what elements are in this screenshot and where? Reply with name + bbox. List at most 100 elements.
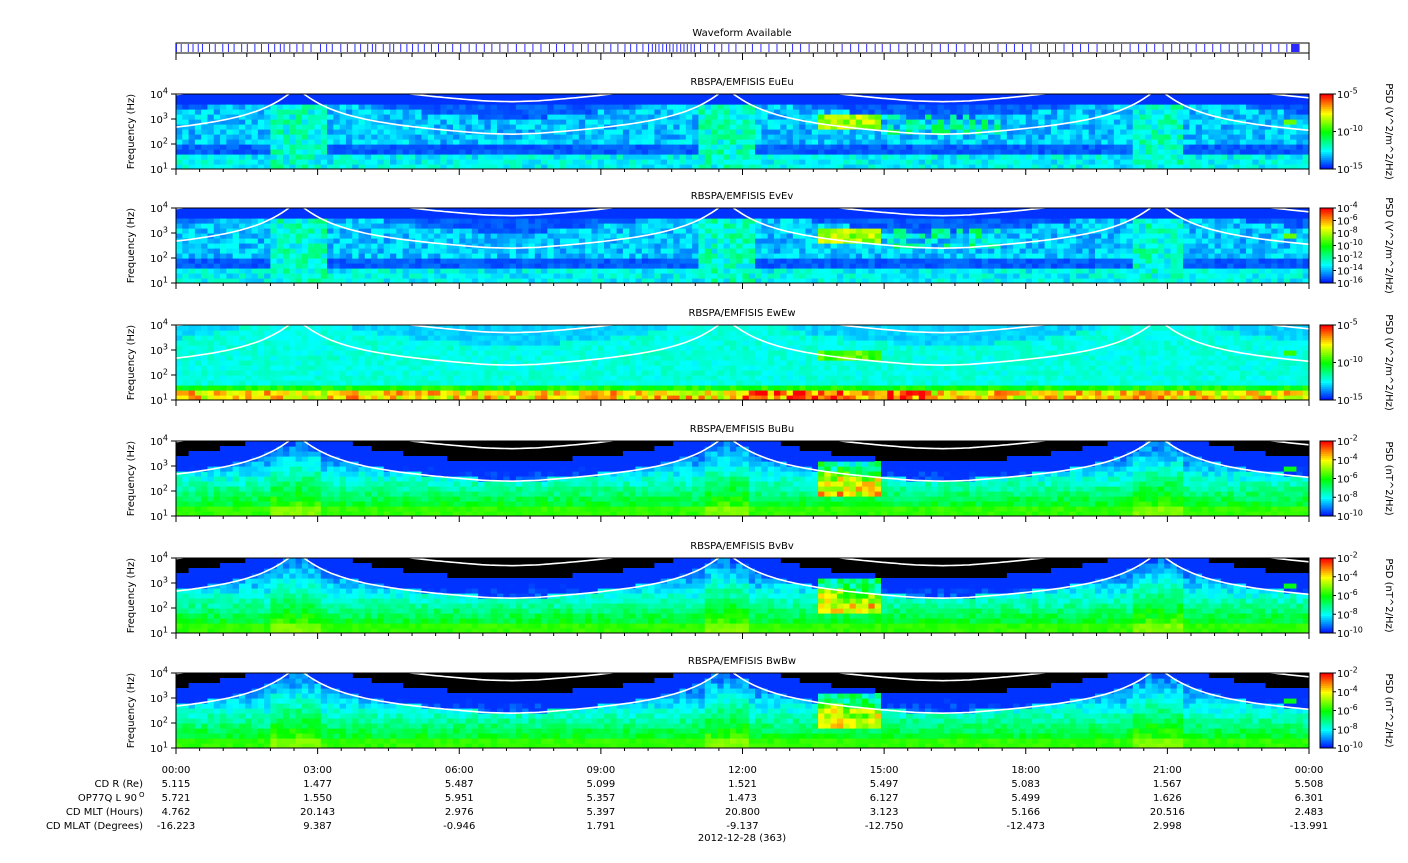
spectrogram-cell [566, 149, 573, 155]
spectrogram-cell [667, 144, 674, 150]
spectrogram-cell [1171, 109, 1178, 115]
spectrogram-cell [761, 154, 768, 160]
spectrogram-cell [245, 144, 252, 150]
spectrogram-cell [321, 243, 328, 249]
spectrogram-cell [340, 238, 347, 244]
spectrogram-cell [384, 139, 391, 145]
spectrogram-cell [573, 263, 580, 269]
spectrogram-cell [868, 218, 875, 224]
spectrogram-cell [333, 99, 340, 105]
spectrogram-cell [1215, 104, 1222, 110]
spectrogram-cell [931, 238, 938, 244]
colorbar-tick-label: 10-10 [1337, 124, 1363, 139]
spectrogram-cell [950, 109, 957, 115]
spectrogram-cell [944, 233, 951, 239]
spectrogram-cell [591, 149, 598, 155]
waveform-segment [326, 44, 327, 52]
spectrogram-cell [881, 273, 888, 279]
spectrogram-cell [371, 258, 378, 264]
spectrogram-cell [472, 253, 479, 259]
waveform-segment [393, 44, 394, 52]
spectrogram-cell [887, 114, 894, 120]
spectrogram-cell [919, 109, 926, 115]
spectrogram-cell [1126, 134, 1133, 140]
spectrogram-cell [478, 139, 485, 145]
spectrogram-cell [963, 114, 970, 120]
spectrogram-cell [591, 144, 598, 150]
spectrogram-cell [975, 248, 982, 254]
spectrogram-cell [749, 114, 756, 120]
spectrogram-cell [1038, 149, 1045, 155]
spectrogram-cell [736, 243, 743, 249]
spectrogram-cell [1070, 129, 1077, 135]
spectrogram-cell [302, 109, 309, 115]
spectrogram-panel: RBSPA/EMFISIS EuEu101102103104Frequency … [126, 57, 1394, 180]
spectrogram-cell [1013, 99, 1020, 105]
spectrogram-cell [730, 119, 737, 125]
spectrogram-cell [617, 273, 624, 279]
spectrogram-cell [963, 233, 970, 239]
spectrogram-cell [610, 129, 617, 135]
spectrogram-cell [327, 228, 334, 234]
spectrogram-cell [1233, 139, 1240, 145]
spectrogram-cell [1101, 149, 1108, 155]
spectrogram-cell [1051, 129, 1058, 135]
spectrogram-cell [585, 213, 592, 219]
spectrogram-cell [314, 124, 321, 130]
spectrogram-cell [755, 243, 762, 249]
spectrogram-cell [434, 268, 441, 274]
spectrogram-cell [1196, 134, 1203, 140]
spectrogram-cell [1189, 159, 1196, 165]
spectrogram-cell [239, 208, 246, 214]
spectrogram-cell [327, 263, 334, 269]
spectrogram-cell [736, 139, 743, 145]
spectrogram-cell [484, 94, 491, 100]
spectrogram-cell [805, 109, 812, 115]
spectrogram-cell [233, 243, 240, 249]
spectrogram-cell [591, 139, 598, 145]
spectrogram-cell [1013, 139, 1020, 145]
spectrogram-cell [1108, 104, 1115, 110]
waveform-segment [280, 44, 281, 52]
spectrogram-cell [1252, 154, 1259, 160]
spectrogram-cell [1233, 124, 1240, 130]
spectrogram-cell [346, 273, 353, 279]
spectrogram-cell [623, 243, 630, 249]
spectrogram-cell [1108, 139, 1115, 145]
waveform-segment [817, 44, 818, 52]
spectrogram-cell [302, 99, 309, 105]
spectrogram-cell [768, 159, 775, 165]
spectrogram-cell [365, 124, 372, 130]
spectrogram-cell [491, 154, 498, 160]
spectrogram-cell [585, 258, 592, 264]
spectrogram-cell [787, 258, 794, 264]
spectrogram-cell [925, 114, 932, 120]
waveform-segment [303, 44, 304, 52]
spectrogram-cell [314, 233, 321, 239]
spectrogram-cell [724, 213, 731, 219]
spectrogram-cell [717, 253, 724, 259]
spectrogram-cell [768, 213, 775, 219]
spectrogram-cell [957, 248, 964, 254]
spectrogram-cell [1189, 94, 1196, 100]
spectrogram-cell [1189, 149, 1196, 155]
spectrogram-cell [333, 253, 340, 259]
spectrogram-cell [415, 99, 422, 105]
spectrogram-cell [812, 268, 819, 274]
spectrogram-cell [1189, 154, 1196, 160]
spectrogram-cell [239, 139, 246, 145]
spectrogram-cell [377, 238, 384, 244]
spectrogram-cell [390, 149, 397, 155]
spectrogram-cell [648, 99, 655, 105]
spectrogram-cell [491, 159, 498, 165]
spectrogram-cell [900, 248, 907, 254]
spectrogram-cell [1271, 154, 1278, 160]
spectrogram-cell [453, 248, 460, 254]
spectrogram-cell [818, 213, 825, 219]
spectrogram-cell [837, 233, 844, 239]
spectrogram-cell [573, 139, 580, 145]
spectrogram-cell [1133, 124, 1140, 130]
spectrogram-cell [321, 273, 328, 279]
spectrogram-cell [975, 228, 982, 234]
spectrogram-cell [239, 159, 246, 165]
